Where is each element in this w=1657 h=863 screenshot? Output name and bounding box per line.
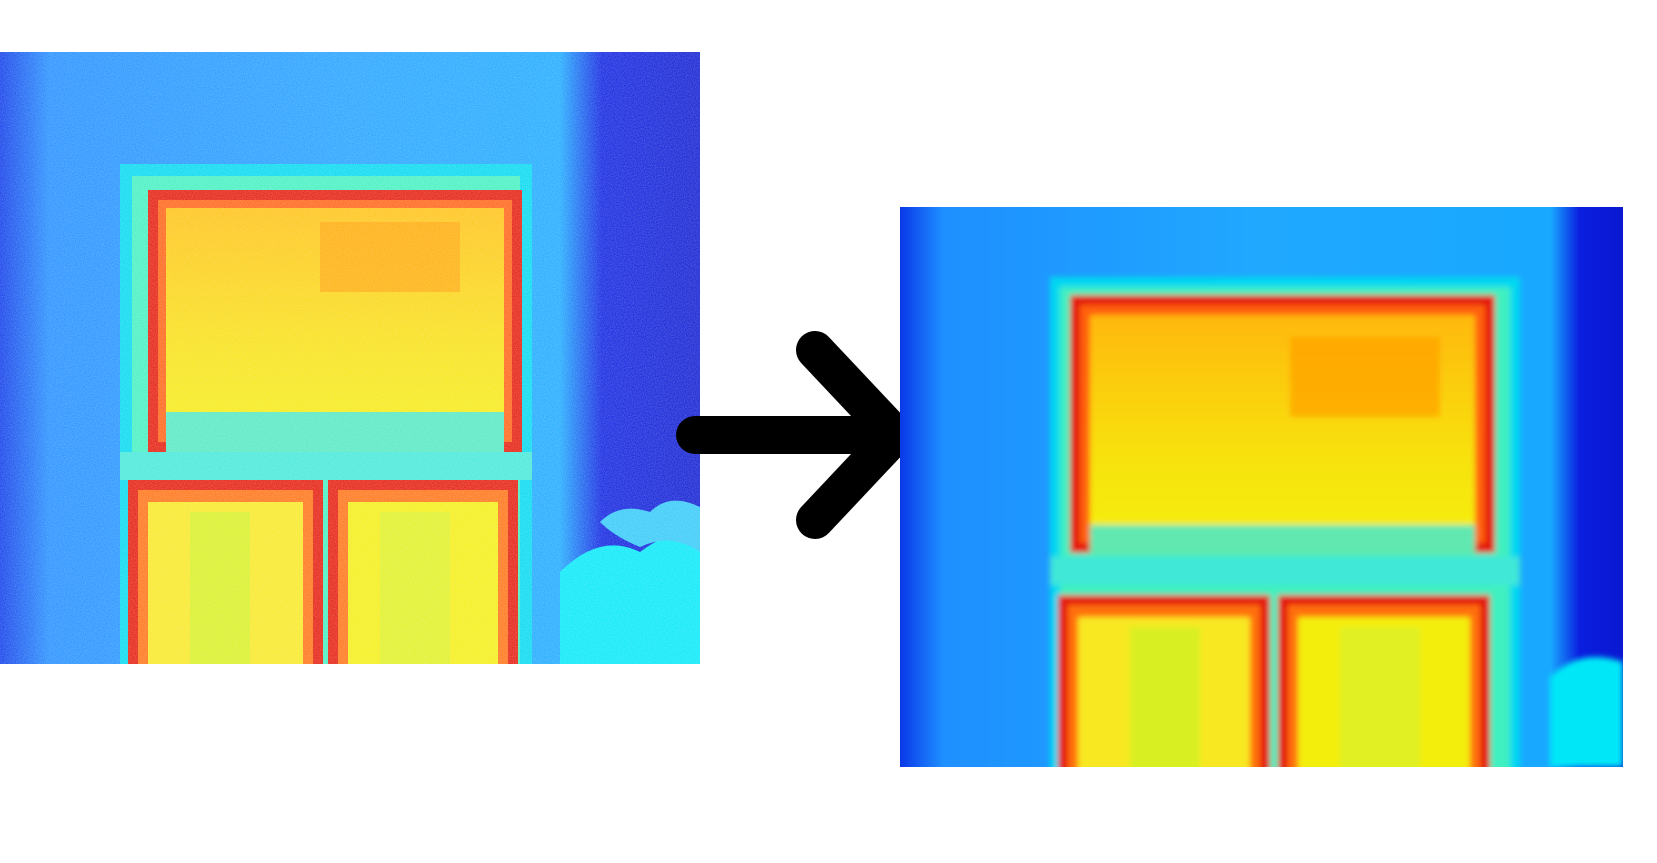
thermal-image-before	[0, 52, 700, 664]
thermal-image-after	[900, 207, 1623, 767]
arrow-glyph	[676, 331, 914, 539]
arrow-right-icon	[670, 330, 930, 540]
thermal-image-denoised	[900, 207, 1623, 767]
thermal-image-noisy	[0, 52, 700, 664]
